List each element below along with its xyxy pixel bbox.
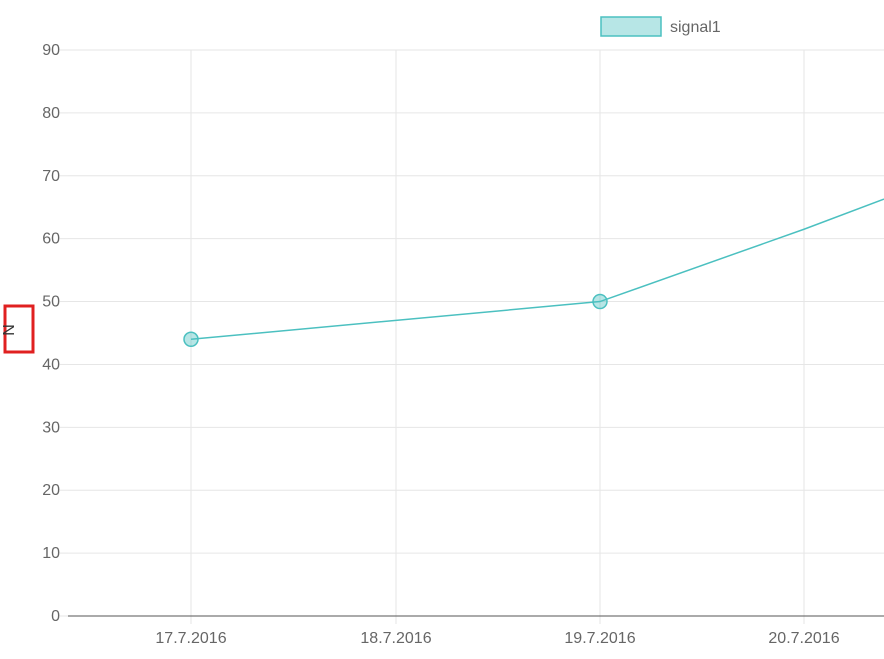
y-tick-label: 20 (42, 482, 60, 499)
series-line-signal1 (190, 198, 884, 341)
y-axis-title-highlight (3, 304, 35, 354)
x-tick-label: 20.7.2016 (768, 630, 839, 647)
grid (60, 49, 884, 624)
y-tick-label: 60 (42, 231, 60, 248)
y-tick-label: 30 (42, 419, 60, 436)
axes: 0 10 20 30 40 50 60 70 80 90 17.7.2016 18.7.2016 19.… (42, 42, 884, 647)
y-tick-label: 40 (42, 356, 60, 373)
y-tick-label: 80 (42, 105, 60, 122)
legend-swatch[interactable] (600, 16, 662, 37)
legend[interactable]: signal1 (600, 16, 721, 37)
x-tick-label: 18.7.2016 (360, 630, 431, 647)
data-point[interactable] (592, 293, 608, 310)
x-tick-label: 17.7.2016 (155, 630, 226, 647)
y-tick-label: 0 (51, 608, 60, 625)
y-tick-label: 90 (42, 42, 60, 59)
y-tick-label: 10 (42, 545, 60, 562)
y-tick-label: 50 (42, 294, 60, 311)
data-point[interactable] (183, 331, 199, 348)
legend-label[interactable]: signal1 (670, 19, 721, 36)
y-axis-title-group: N (1, 304, 35, 354)
y-axis-title: N (1, 324, 18, 336)
y-tick-label: 70 (42, 168, 60, 185)
series-layer (183, 198, 884, 348)
x-tick-label: 19.7.2016 (564, 630, 635, 647)
